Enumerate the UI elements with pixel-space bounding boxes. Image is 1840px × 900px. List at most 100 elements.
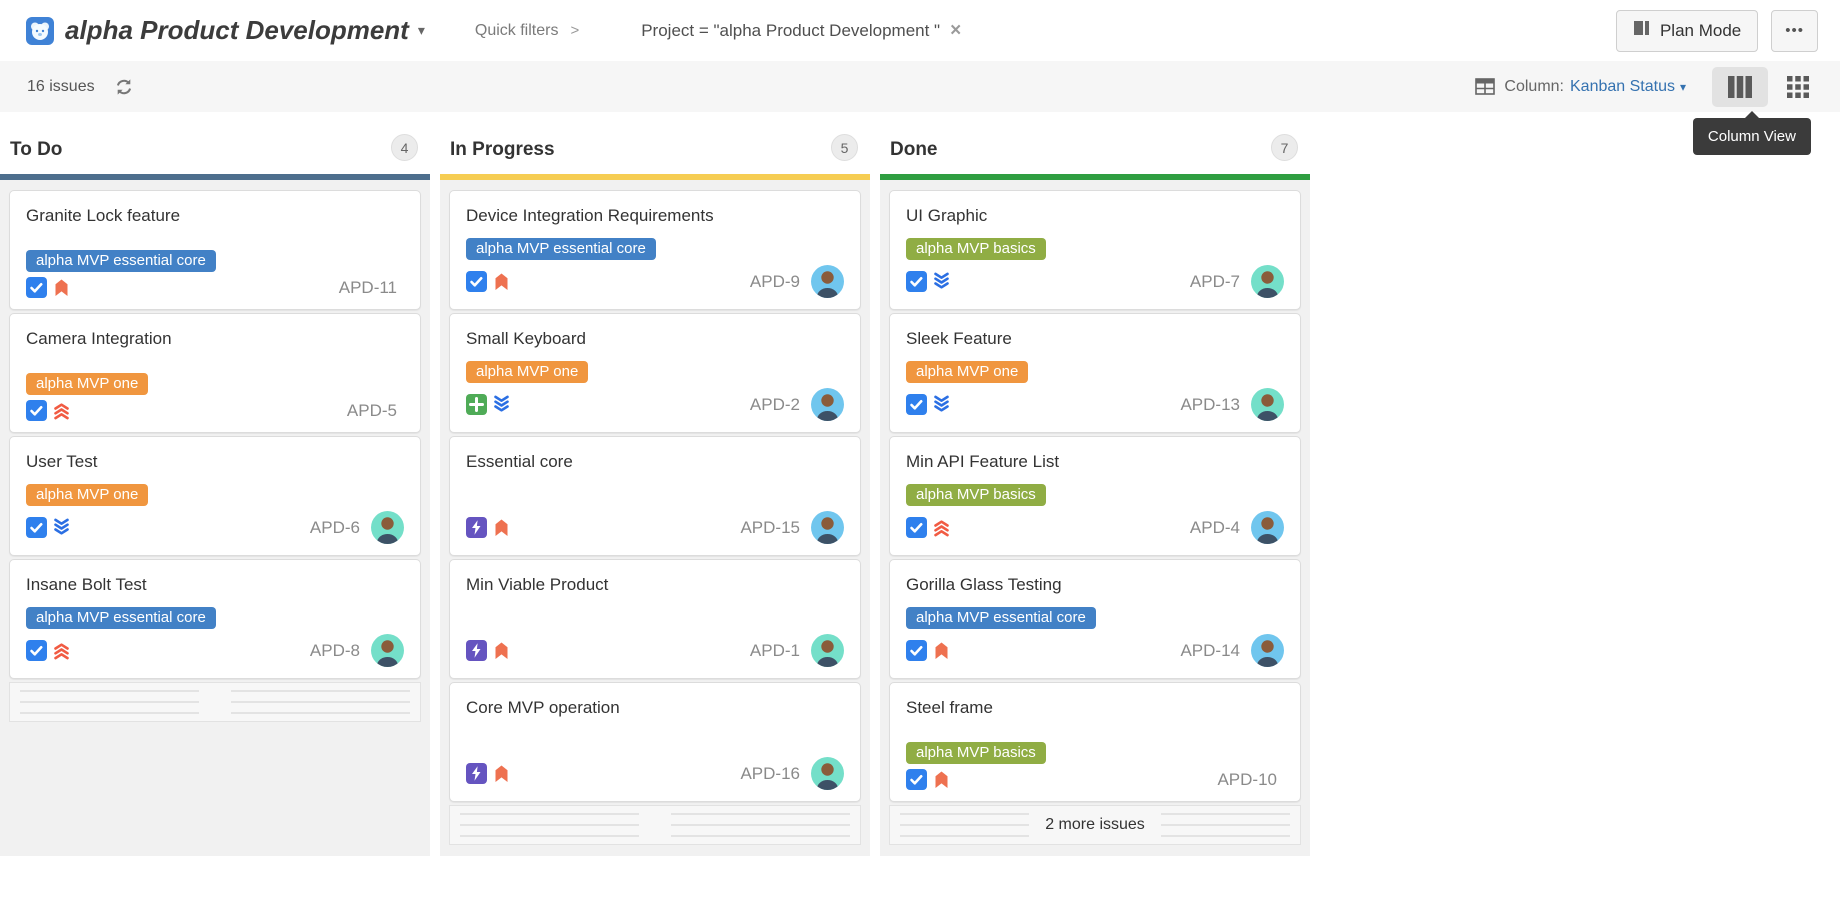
issue-card[interactable]: Device Integration Requirements alpha MV… <box>449 190 861 310</box>
column-status-bar <box>440 174 870 180</box>
plan-mode-label: Plan Mode <box>1659 20 1742 40</box>
more-issues-bar[interactable] <box>9 682 421 722</box>
column-count-badge: 4 <box>391 134 418 161</box>
board-column: To Do 4 Granite Lock feature alpha MVP e… <box>0 112 430 856</box>
issue-key-link[interactable]: APD-7 <box>1189 271 1240 291</box>
skeleton-lines <box>231 689 410 715</box>
task-checkbox-icon <box>466 271 487 292</box>
issue-card-footer: APD-11 <box>26 277 404 298</box>
task-checkbox-icon <box>906 394 927 415</box>
column-view-tooltip: Column View <box>1692 111 1811 155</box>
board-column: Done 7 UI Graphic alpha MVP basics APD-7… <box>880 112 1310 856</box>
issue-card[interactable]: Granite Lock feature alpha MVP essential… <box>9 190 421 310</box>
issue-key-link[interactable]: APD-14 <box>1180 640 1240 660</box>
issue-title: Min Viable Product <box>466 575 609 594</box>
task-checkbox-icon <box>26 400 47 421</box>
issue-card[interactable]: UI Graphic alpha MVP basics APD-7 <box>889 190 1301 310</box>
issue-key-link[interactable]: APD-5 <box>346 400 397 420</box>
issue-card[interactable]: Small Keyboard alpha MVP one APD-2 <box>449 313 861 433</box>
issue-key-link[interactable]: APD-2 <box>749 394 800 414</box>
issue-key-link[interactable]: APD-1 <box>749 640 800 660</box>
issue-card-footer: APD-15 <box>466 511 844 544</box>
issue-key-link[interactable]: APD-8 <box>309 640 360 660</box>
issue-card-footer: APD-1 <box>466 634 844 667</box>
issue-title: Small Keyboard <box>466 329 587 348</box>
epic-lightning-icon <box>466 763 487 784</box>
issue-key-link[interactable]: APD-13 <box>1180 394 1240 414</box>
task-checkbox-icon <box>906 640 927 661</box>
skeleton-lines <box>671 812 850 838</box>
priority-high-icon <box>931 640 952 661</box>
issue-label-chip: alpha MVP one <box>26 484 149 506</box>
plan-mode-button[interactable]: Plan Mode <box>1615 9 1759 52</box>
issue-card-footer: APD-2 <box>466 388 844 421</box>
issue-title: Camera Integration <box>26 329 172 348</box>
assignee-avatar <box>811 757 844 790</box>
chevron-right-icon: > <box>570 22 580 39</box>
more-issues-bar[interactable]: 2 more issues <box>889 805 1301 845</box>
epic-lightning-icon <box>466 517 487 538</box>
column-selector-value[interactable]: Kanban Status ▾ <box>1570 77 1686 95</box>
active-filter-chip: Project = "alpha Product Development " × <box>641 20 961 42</box>
refresh-icon[interactable] <box>115 78 133 96</box>
issue-card[interactable]: Min Viable Product APD-1 <box>449 559 861 679</box>
issue-label-chip: alpha MVP one <box>466 361 589 383</box>
title-dropdown-caret-icon[interactable]: ▾ <box>417 22 425 38</box>
issue-label-chip: alpha MVP essential core <box>26 250 216 272</box>
issue-label-chip: alpha MVP one <box>26 373 149 395</box>
issue-card[interactable]: Sleek Feature alpha MVP one APD-13 <box>889 313 1301 433</box>
epic-lightning-icon <box>466 640 487 661</box>
issue-title: Sleek Feature <box>906 329 1012 348</box>
issue-key-link[interactable]: APD-10 <box>1217 769 1277 789</box>
issue-key-link[interactable]: APD-6 <box>309 517 360 537</box>
issue-key-link[interactable]: APD-4 <box>1189 517 1240 537</box>
issue-label-chip: alpha MVP essential core <box>466 238 656 260</box>
assignee-avatar <box>1251 511 1284 544</box>
column-title: To Do <box>10 139 63 160</box>
issue-label-chip: alpha MVP basics <box>906 238 1046 260</box>
remove-filter-icon[interactable]: × <box>950 19 962 41</box>
column-lane: Granite Lock feature alpha MVP essential… <box>0 180 430 856</box>
issue-card[interactable]: Essential core APD-15 <box>449 436 861 556</box>
issue-key-link[interactable]: APD-11 <box>338 277 397 297</box>
column-status-bar <box>0 174 430 180</box>
issue-card[interactable]: Min API Feature List alpha MVP basics AP… <box>889 436 1301 556</box>
assignee-avatar <box>811 388 844 421</box>
column-title: Done <box>890 139 938 160</box>
issue-card[interactable]: User Test alpha MVP one APD-6 <box>9 436 421 556</box>
assignee-avatar <box>371 511 404 544</box>
more-issues-bar[interactable] <box>449 805 861 845</box>
column-view-toggle-button[interactable] <box>1712 66 1768 107</box>
task-checkbox-icon <box>906 271 927 292</box>
issue-card[interactable]: Core MVP operation APD-16 <box>449 682 861 802</box>
priority-high-icon <box>491 763 512 784</box>
column-count-badge: 5 <box>831 134 858 161</box>
more-options-button[interactable]: ••• <box>1771 9 1818 52</box>
issue-card[interactable]: Gorilla Glass Testing alpha MVP essentia… <box>889 559 1301 679</box>
board-toolbar: 16 issues Column: Kanban Status ▾ <box>0 61 1840 112</box>
grid-view-toggle-button[interactable] <box>1780 67 1816 107</box>
issue-card-footer: APD-13 <box>906 388 1284 421</box>
issue-key-link[interactable]: APD-9 <box>749 271 800 291</box>
issue-title: Insane Bolt Test <box>26 575 147 594</box>
column-selector-label: Column: <box>1504 77 1564 95</box>
assignee-avatar <box>371 634 404 667</box>
assignee-avatar <box>811 265 844 298</box>
issue-title: Device Integration Requirements <box>466 206 714 225</box>
issue-card-footer: APD-7 <box>906 265 1284 298</box>
assignee-avatar <box>811 634 844 667</box>
issue-card[interactable]: Insane Bolt Test alpha MVP essential cor… <box>9 559 421 679</box>
plan-mode-columns-icon <box>1633 19 1651 42</box>
issue-card-footer: APD-8 <box>26 634 404 667</box>
issue-key-link[interactable]: APD-15 <box>740 517 800 537</box>
issue-card-footer: APD-14 <box>906 634 1284 667</box>
issue-card[interactable]: Steel frame alpha MVP basics APD-10 <box>889 682 1301 802</box>
column-header: Done 7 <box>880 112 1310 174</box>
priority-high-icon <box>491 640 512 661</box>
column-count-badge: 7 <box>1271 134 1298 161</box>
issue-key-link[interactable]: APD-16 <box>740 763 800 783</box>
quick-filters-button[interactable]: Quick filters > <box>475 22 579 40</box>
issue-card[interactable]: Camera Integration alpha MVP one APD-5 <box>9 313 421 433</box>
priority-lowest-icon <box>931 271 952 292</box>
